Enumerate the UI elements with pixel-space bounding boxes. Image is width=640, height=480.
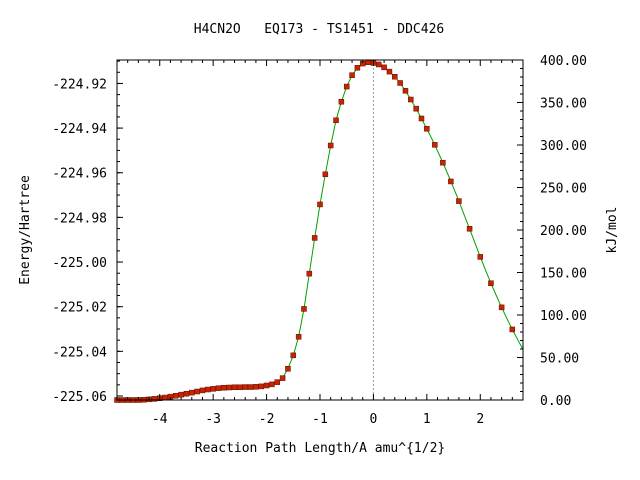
data-point	[263, 382, 270, 389]
data-point	[231, 384, 238, 391]
data-point	[247, 384, 254, 390]
x-tick-label: -2	[259, 412, 275, 427]
y-tick-label: -225.00	[52, 256, 107, 271]
data-point	[210, 386, 216, 392]
y-tick-label: -225.04	[52, 345, 107, 360]
data-point	[301, 306, 307, 312]
data-point	[183, 390, 190, 397]
data-point	[333, 117, 339, 124]
data-point	[242, 384, 248, 390]
x-tick-label: 2	[476, 412, 484, 427]
y2-tick-label: 50.00	[540, 352, 579, 367]
data-markers	[114, 59, 516, 403]
plot-area	[114, 59, 524, 403]
y-tick-label: -224.98	[52, 211, 107, 226]
y2-axis-label: kJ/mol	[605, 207, 620, 254]
y-tick-label: -225.02	[52, 301, 107, 316]
data-point	[205, 386, 211, 393]
data-point	[418, 115, 425, 122]
data-point	[354, 65, 361, 71]
data-point	[322, 171, 329, 178]
y2-tick-label: 350.00	[540, 97, 587, 112]
data-point	[349, 72, 355, 78]
data-point	[258, 383, 264, 390]
data-point	[285, 365, 291, 372]
data-point	[274, 379, 281, 385]
x-tick-label: 0	[370, 412, 378, 427]
data-point	[456, 198, 462, 204]
y2-tick-label: 150.00	[540, 267, 587, 282]
y-axis-label: Energy/Hartree	[18, 175, 33, 285]
data-point	[253, 384, 259, 390]
data-point	[290, 352, 297, 359]
data-point	[269, 381, 275, 388]
x-tick-label: -4	[152, 412, 168, 427]
x-tick-label: -3	[205, 412, 221, 427]
y-axis-left: -224.92 -224.94 -224.96 -224.98 -225.00 -225.…	[52, 60, 123, 405]
y2-tick-label: 0.00	[540, 394, 571, 409]
data-point	[448, 178, 454, 185]
y-tick-label: -224.92	[52, 77, 107, 92]
x-tick-label: 1	[423, 412, 431, 427]
data-point	[189, 389, 195, 396]
data-point	[327, 142, 334, 149]
data-point	[466, 226, 473, 232]
x-tick-label: -1	[312, 412, 328, 427]
data-point	[386, 68, 393, 75]
y2-tick-label: 250.00	[540, 182, 587, 197]
y2-tick-label: 100.00	[540, 309, 587, 324]
data-point	[376, 61, 382, 68]
data-point	[397, 80, 403, 86]
data-point	[440, 159, 446, 166]
data-point	[338, 98, 345, 105]
data-point	[162, 394, 168, 401]
data-point	[509, 326, 516, 333]
data-point	[295, 334, 302, 340]
data-point	[413, 105, 419, 112]
data-point	[279, 375, 286, 381]
plot-frame	[116, 59, 524, 401]
data-point	[311, 235, 318, 241]
data-point	[408, 96, 414, 103]
y-tick-label: -225.06	[52, 390, 107, 405]
data-point	[194, 388, 200, 395]
data-point	[173, 393, 179, 399]
data-point	[424, 126, 430, 132]
data-point	[381, 64, 387, 71]
data-point	[215, 385, 222, 391]
data-point	[226, 384, 232, 391]
data-point	[477, 254, 484, 260]
y2-tick-label: 300.00	[540, 139, 587, 154]
x-axis-label: Reaction Path Length/A amu^{1/2}	[195, 441, 445, 456]
data-point	[498, 304, 505, 311]
data-point	[392, 73, 398, 80]
data-point	[178, 391, 184, 398]
chart-title: H4CN2O EQ173 - TS1451 - DDC426	[194, 22, 444, 37]
y-tick-label: -224.94	[52, 122, 107, 137]
x-axis: -4 -3 -2 -1 0 1 2	[116, 60, 524, 427]
data-point	[306, 270, 313, 277]
series-line	[117, 61, 524, 401]
y-tick-label: -224.96	[52, 167, 107, 182]
data-point	[199, 387, 206, 394]
data-point	[237, 384, 243, 391]
data-point	[317, 201, 323, 208]
data-point	[221, 384, 227, 391]
y-axis-right: 400.00 350.00 300.00 250.00 200.00 150.00 100.…	[517, 54, 587, 409]
data-point	[343, 83, 350, 90]
data-point	[402, 88, 409, 94]
data-point	[432, 142, 438, 148]
data-point	[151, 396, 158, 402]
data-point	[488, 280, 494, 286]
y2-tick-label: 200.00	[540, 224, 587, 239]
y2-tick-label: 400.00	[540, 54, 587, 69]
